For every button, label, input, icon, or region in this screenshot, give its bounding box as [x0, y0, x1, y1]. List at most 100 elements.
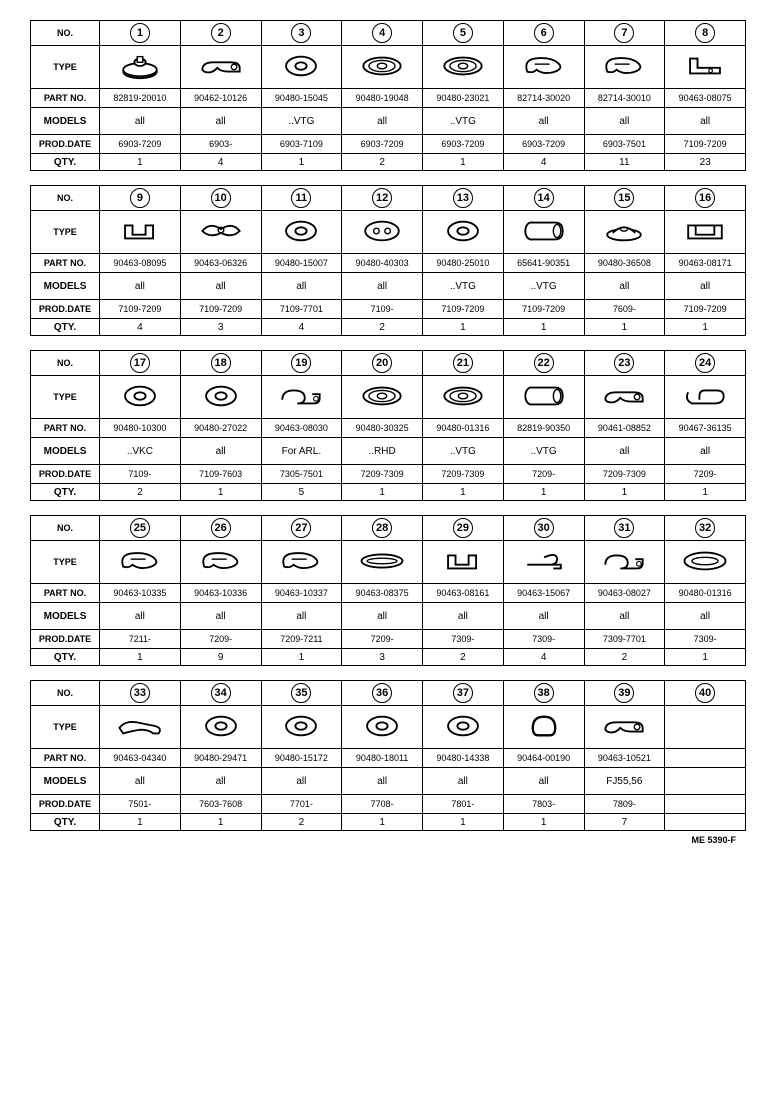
row-label-prod: PROD.DATE — [31, 465, 100, 484]
models-value: all — [342, 768, 423, 795]
models-value: all — [261, 768, 342, 795]
qty-value: 9 — [180, 649, 261, 666]
part-number: 90461-08852 — [584, 419, 665, 438]
bushing-icon — [516, 216, 572, 246]
circled-number: 24 — [695, 353, 715, 373]
row-label-part: PART NO. — [31, 254, 100, 273]
part-number: 90480-15172 — [261, 749, 342, 768]
part-number: 90463-10521 — [584, 749, 665, 768]
models-value: ..VTG — [261, 108, 342, 135]
parts-table: NO.12345678 TYPE PART NO.82819-200109046… — [30, 20, 746, 171]
circled-number: 18 — [211, 353, 231, 373]
models-value: all — [423, 768, 504, 795]
row-label-part: PART NO. — [31, 584, 100, 603]
prod-date: 6903-7209 — [503, 135, 584, 154]
col-no: 37 — [423, 681, 504, 706]
parts-table-block: NO.2526272829303132 TYPE PART NO.90463-1… — [30, 515, 746, 666]
type-icon-cell — [100, 211, 181, 254]
qty-value: 5 — [261, 484, 342, 501]
prod-date: 6903-7209 — [342, 135, 423, 154]
empty-icon — [677, 711, 733, 741]
col-no: 6 — [503, 21, 584, 46]
col-no: 20 — [342, 351, 423, 376]
prod-date: 7109-7209 — [180, 300, 261, 319]
type-icon-cell — [423, 211, 504, 254]
prod-date: 7708- — [342, 795, 423, 814]
clip-box-icon — [677, 216, 733, 246]
prod-date: 7109-7701 — [261, 300, 342, 319]
circled-number: 13 — [453, 188, 473, 208]
qty-value: 3 — [180, 319, 261, 336]
qty-value: 1 — [423, 319, 504, 336]
part-number: 90463-15067 — [503, 584, 584, 603]
models-value: For ARL. — [261, 438, 342, 465]
models-value: all — [180, 108, 261, 135]
qty-value: 1 — [584, 319, 665, 336]
qty-value — [665, 814, 746, 831]
models-value: all — [342, 273, 423, 300]
col-no: 25 — [100, 516, 181, 541]
qty-value: 2 — [342, 154, 423, 171]
part-number: 90480-10300 — [100, 419, 181, 438]
part-number: 82819-20010 — [100, 89, 181, 108]
circled-number: 27 — [291, 518, 311, 538]
row-label-part: PART NO. — [31, 419, 100, 438]
prod-date: 7109-7209 — [665, 135, 746, 154]
knob-icon — [112, 51, 168, 81]
prod-date: 6903-7209 — [423, 135, 504, 154]
models-value: all — [100, 273, 181, 300]
row-label-models: MODELS — [31, 768, 100, 795]
models-value: all — [584, 108, 665, 135]
row-label-qty: QTY. — [31, 814, 100, 831]
type-icon-cell — [665, 706, 746, 749]
models-value: all — [261, 603, 342, 630]
part-number: 90463-08095 — [100, 254, 181, 273]
prod-date: 7109-7603 — [180, 465, 261, 484]
circled-number: 4 — [372, 23, 392, 43]
models-value: all — [665, 603, 746, 630]
part-number: 82819-90350 — [503, 419, 584, 438]
col-no: 1 — [100, 21, 181, 46]
models-value: all — [584, 603, 665, 630]
models-value: all — [665, 438, 746, 465]
part-number: 90480-15045 — [261, 89, 342, 108]
part-number: 90480-36508 — [584, 254, 665, 273]
type-icon-cell — [261, 706, 342, 749]
col-no: 32 — [665, 516, 746, 541]
qty-value: 1 — [503, 814, 584, 831]
circled-number: 2 — [211, 23, 231, 43]
type-icon-cell — [665, 211, 746, 254]
circled-number: 33 — [130, 683, 150, 703]
type-icon-cell — [503, 211, 584, 254]
clamp-wing-icon — [193, 216, 249, 246]
col-no: 5 — [423, 21, 504, 46]
prod-date: 7209- — [342, 630, 423, 649]
grommet-icon — [435, 711, 491, 741]
col-no: 3 — [261, 21, 342, 46]
row-label-type: TYPE — [31, 211, 100, 254]
prod-date: 7209- — [503, 465, 584, 484]
qty-value: 1 — [100, 814, 181, 831]
circled-number: 37 — [453, 683, 473, 703]
row-label-no: NO. — [31, 516, 100, 541]
col-no: 15 — [584, 186, 665, 211]
col-no: 34 — [180, 681, 261, 706]
qty-value: 2 — [423, 649, 504, 666]
row-label-part: PART NO. — [31, 89, 100, 108]
part-number: 90480-30325 — [342, 419, 423, 438]
row-label-no: NO. — [31, 186, 100, 211]
models-value: all — [584, 273, 665, 300]
models-value: all — [423, 603, 504, 630]
prod-date: 7801- — [423, 795, 504, 814]
prod-date: 7109-7209 — [423, 300, 504, 319]
prod-date: 7109-7209 — [100, 300, 181, 319]
models-value: all — [100, 768, 181, 795]
prod-date: 7603-7608 — [180, 795, 261, 814]
clip-long-icon — [354, 546, 410, 576]
parts-table-block: NO.12345678 TYPE PART NO.82819-200109046… — [30, 20, 746, 171]
part-number: 90463-08171 — [665, 254, 746, 273]
circled-number: 9 — [130, 188, 150, 208]
grommet-icon — [273, 711, 329, 741]
part-number: 90480-18011 — [342, 749, 423, 768]
models-value: all — [342, 603, 423, 630]
